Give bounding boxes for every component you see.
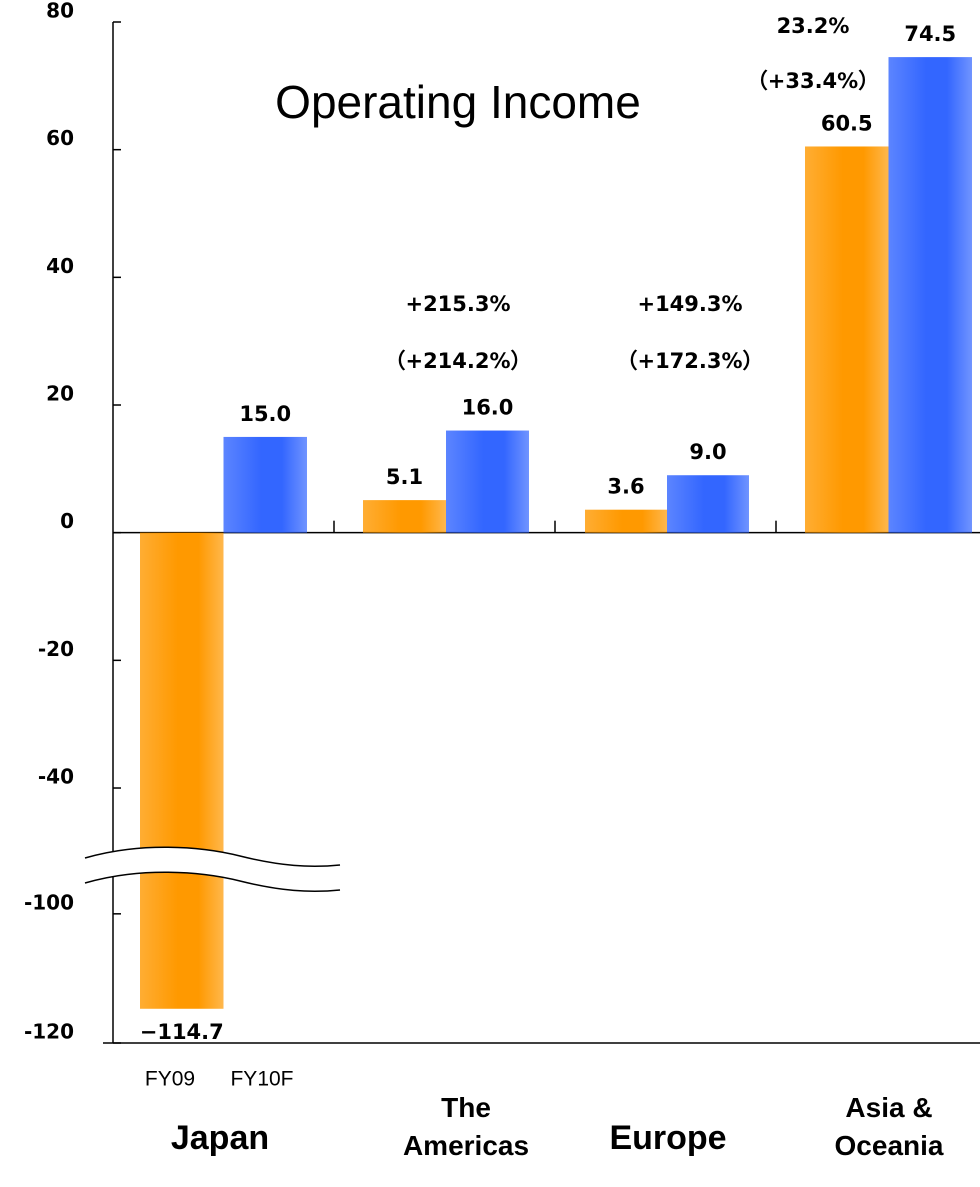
data-label: 9.0: [689, 440, 726, 464]
data-label: 16.0: [462, 396, 514, 420]
y-tick-label: -100: [24, 890, 74, 914]
category-label: The Americas: [402, 1092, 530, 1161]
growth-label: +215.3%: [405, 292, 510, 316]
y-tick-label: 40: [46, 254, 74, 278]
growth-label: （+214.2%）: [384, 349, 531, 373]
series-label: FY10F: [230, 1068, 293, 1091]
category-label: Europe: [609, 1119, 727, 1157]
growth-label: （+33.4%）: [747, 69, 879, 93]
growth-label: +149.3%: [637, 292, 742, 316]
bar: [363, 500, 446, 533]
data-label: 3.6: [607, 475, 644, 499]
bar: [805, 146, 889, 533]
y-tick-label: -20: [38, 637, 74, 661]
bar: [223, 436, 307, 533]
bar: [140, 532, 224, 1009]
data-label: 74.5: [904, 22, 956, 46]
data-label: 15.0: [239, 402, 291, 426]
y-tick-label: 20: [46, 382, 74, 406]
data-label: 60.5: [821, 111, 873, 135]
y-tick-label: -40: [38, 765, 74, 789]
data-label: −114.7: [140, 1020, 224, 1044]
category-label: Japan: [170, 1119, 270, 1157]
bar: [667, 475, 749, 533]
y-tick-label: 60: [46, 126, 74, 150]
category-label: Asia & Oceania: [834, 1092, 944, 1161]
axis-break-line: [84, 846, 341, 868]
bar: [585, 509, 667, 533]
axis-break-line: [84, 871, 341, 893]
bar: [888, 57, 972, 533]
y-tick-label: 0: [60, 509, 74, 533]
y-tick-label: 80: [46, 0, 74, 23]
chart-title: Operating Income: [275, 76, 641, 128]
bar: [446, 430, 529, 533]
growth-label: （+172.3%）: [616, 349, 763, 373]
data-label: 5.1: [386, 465, 423, 489]
series-label: FY09: [145, 1068, 195, 1091]
y-tick-label: -120: [24, 1020, 74, 1044]
growth-label: 23.2%: [777, 14, 850, 38]
axis-break: [85, 847, 340, 892]
